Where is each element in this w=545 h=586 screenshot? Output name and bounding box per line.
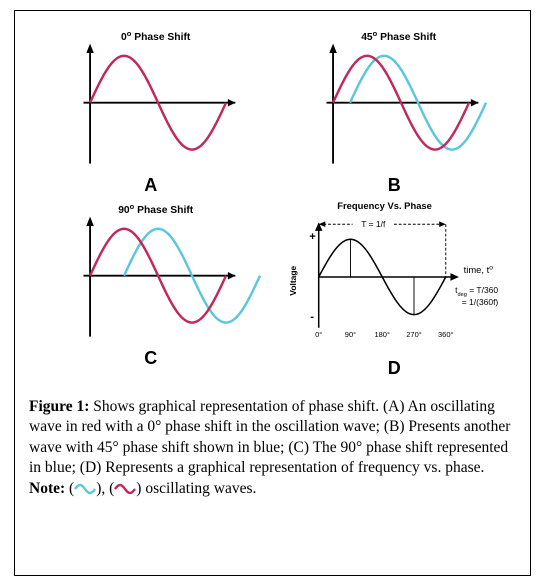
- y-arrow: [330, 44, 338, 53]
- panel-d: Frequency Vs. Phase Voltage + - time, to…: [273, 196, 517, 379]
- y-arrow: [86, 217, 94, 226]
- x-arrow: [471, 99, 479, 107]
- caption-lead: Figure 1:: [29, 398, 89, 415]
- y-arrow: [86, 44, 94, 53]
- plot-a: 0o Phase Shift: [41, 23, 261, 173]
- eq-line1: tdeg = T/360: [455, 285, 498, 298]
- xlabel-d: time, to: [464, 264, 494, 275]
- yminus: -: [310, 311, 314, 323]
- panel-b: 45o Phase Shift B: [273, 23, 517, 196]
- x-arrow-d: [451, 273, 459, 281]
- svg-text:90°: 90°: [345, 330, 356, 339]
- figure-container: 0o Phase Shift A 45o Phase Shift: [0, 0, 545, 586]
- legend-wave-blue: [74, 483, 96, 495]
- period-label: T = 1/f: [361, 219, 386, 229]
- eq-line2: = 1/(360f): [462, 297, 499, 307]
- note-sep: ), (: [96, 480, 114, 497]
- figure-caption: Figure 1: Shows graphical representation…: [29, 397, 516, 499]
- panel-grid: 0o Phase Shift A 45o Phase Shift: [29, 23, 516, 379]
- period-arrow-right: [439, 221, 446, 227]
- caption-tail: oscillating waves.: [141, 480, 256, 497]
- figure-border: 0o Phase Shift A 45o Phase Shift: [14, 10, 531, 576]
- d-tick-labels: 0° 90° 180° 270° 360°: [315, 330, 453, 339]
- panel-label-a: A: [144, 175, 157, 196]
- plot-d: Frequency Vs. Phase Voltage + - time, to…: [274, 196, 514, 356]
- panel-label-d: D: [388, 358, 401, 379]
- x-arrow: [228, 272, 236, 280]
- ylabel-d: Voltage: [288, 265, 298, 295]
- plot-c: 90o Phase Shift: [41, 196, 261, 346]
- title-b: 45o Phase Shift: [361, 29, 437, 43]
- svg-text:0°: 0°: [315, 330, 322, 339]
- x-arrow: [228, 99, 236, 107]
- svg-text:360°: 360°: [438, 330, 454, 339]
- plot-b: 45o Phase Shift: [284, 23, 504, 173]
- svg-text:270°: 270°: [406, 330, 422, 339]
- panel-label-b: B: [388, 175, 401, 196]
- note-label: Note:: [29, 480, 65, 497]
- legend-wave-red: [114, 483, 136, 495]
- title-a: 0o Phase Shift: [121, 29, 191, 43]
- panel-a: 0o Phase Shift A: [29, 23, 273, 196]
- yplus: +: [310, 231, 317, 243]
- title-c: 90o Phase Shift: [118, 202, 194, 216]
- title-d: Frequency Vs. Phase: [338, 200, 433, 211]
- svg-text:180°: 180°: [375, 330, 391, 339]
- panel-c: 90o Phase Shift C: [29, 196, 273, 379]
- caption-body: Shows graphical representation of phase …: [29, 398, 510, 476]
- panel-label-c: C: [144, 348, 157, 369]
